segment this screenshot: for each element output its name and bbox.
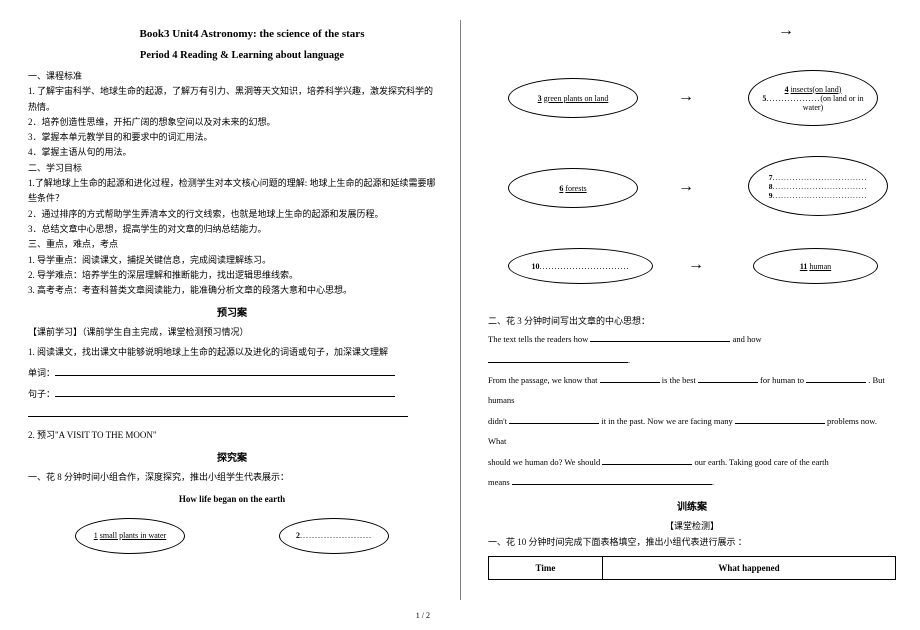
word-label-text: 单词： (28, 368, 55, 378)
diagram-bottom-row: 1 small plants in water 2...............… (28, 518, 436, 554)
fill-text: From the passage, we know that (488, 375, 598, 385)
fill-text: is the best (662, 375, 696, 385)
text-line: 1. 导学重点：阅读课文，捕捉关键信息，完成阅读理解练习。 (28, 253, 436, 268)
sentence-label: 句子： (28, 387, 436, 402)
blank-field[interactable] (590, 332, 730, 342)
node-6: 6 forests (508, 168, 638, 208)
blank-row (28, 407, 436, 422)
node-dots: .................. (766, 94, 820, 103)
fill-text: for human to (760, 375, 804, 385)
node-1: 1 small plants in water (75, 518, 185, 554)
left-page: Book3 Unit4 Astronomy: the science of th… (0, 0, 460, 630)
sentence-label-text: 句子： (28, 389, 55, 399)
heading-2: 二、学习目标 (28, 161, 436, 176)
node-2: 2........................ (279, 518, 389, 554)
node-dots: ................................. (772, 191, 867, 200)
blank-field[interactable] (735, 414, 825, 424)
node-7-8-9: 7................................. 8....… (748, 156, 888, 216)
heading-3: 三、重点，难点，考点 (28, 237, 436, 252)
node-label: insects(on land) (791, 85, 842, 94)
diagram-title: How life began on the earth (28, 494, 436, 504)
main-title: Book3 Unit4 Astronomy: the science of th… (68, 28, 436, 40)
node-label: small plants in water (100, 531, 166, 540)
table-row: Time What happened (489, 557, 896, 580)
arrow-icon: → (678, 88, 694, 106)
node-4-5: 4 insects(on land) 5..................(o… (748, 70, 878, 126)
preview-item: 2. 预习"A VISIT TO THE MOON" (28, 428, 436, 443)
training-item: 一、花 10 分钟时间完成下面表格填空，推出小组代表进行展示 ： (488, 535, 896, 550)
blank-field[interactable] (698, 373, 758, 383)
blank-field[interactable] (488, 353, 628, 363)
node-dots: .............................. (540, 262, 630, 271)
text-line: 2．培养创造性思维，开拓广阔的想象空间以及对未来的幻想。 (28, 115, 436, 130)
blank-field[interactable] (600, 373, 660, 383)
node-dots: ........................ (300, 531, 372, 540)
fill-paragraph: The text tells the readers how and how .… (488, 329, 896, 492)
blank-field[interactable] (806, 373, 866, 383)
node-dots: ................................. (772, 173, 867, 182)
right-page: → 3 green plants on land → 4 insects(on … (460, 0, 920, 630)
blank-field[interactable] (512, 475, 712, 485)
node-label: human (809, 262, 831, 271)
node-num: 10 (532, 262, 540, 271)
text-line: 2．通过排序的方式帮助学生弄清本文的行文线索，也就是地球上生命的起源和发展历程。 (28, 207, 436, 222)
diagram-area: → 3 green plants on land → 4 insects(on … (488, 28, 896, 308)
explore-title: 探究案 (28, 449, 436, 464)
fill-text: and how (733, 334, 762, 344)
page-number: 1 / 2 (416, 611, 430, 620)
word-label: 单词： (28, 366, 436, 381)
training-table: Time What happened (488, 556, 896, 580)
preview-note: 【课前学习】（课前学生自主完成，课堂检测预习情况） (28, 325, 436, 340)
text-line: 3．总结文章中心思想，提高学生的对文章的归纳总结能力。 (28, 222, 436, 237)
node-num: 1 (94, 531, 98, 540)
fill-text: The text tells the readers how (488, 334, 588, 344)
section-2: 二、花 3 分钟时间写出文章的中心思想： (488, 314, 896, 329)
arrow-icon: → (688, 256, 704, 274)
node-label: green plants on land (544, 94, 609, 103)
preview-title: 预习案 (28, 304, 436, 319)
heading-1: 一、课程标准 (28, 69, 436, 84)
node-num: 3 (538, 94, 542, 103)
preview-item: 1. 阅读课文，找出课文中能够说明地球上生命的起源以及进化的词语或句子，加深课文… (28, 345, 436, 360)
training-note: 【课堂检测】 (488, 519, 896, 534)
text-line: 4．掌握主语从句的用法。 (28, 145, 436, 160)
arrow-icon: → (778, 22, 794, 40)
node-num: 4 (785, 85, 789, 94)
table-header: Time (489, 557, 603, 580)
node-10: 10.............................. (508, 248, 653, 284)
blank-field[interactable] (55, 366, 395, 376)
blank-field[interactable] (509, 414, 599, 424)
fill-text: didn't (488, 416, 507, 426)
node-dots: ................................. (772, 182, 867, 191)
text-line: 3. 高考考点：考查科普类文章阅读能力，能准确分析文章的段落大意和中心思想。 (28, 283, 436, 298)
explore-item: 一、花 8 分钟时间小组合作，深度探究，推出小组学生代表展示： (28, 470, 436, 485)
fill-text: should we human do? We should (488, 457, 600, 467)
text-line: 3．掌握本单元教学目的和要求中的词汇用法。 (28, 130, 436, 145)
text-line: 2. 导学难点：培养学生的深层理解和推断能力，找出逻辑思维线索。 (28, 268, 436, 283)
blank-field[interactable] (28, 407, 408, 417)
node-num: 6 (559, 184, 563, 193)
fill-text: our earth. Taking good care of the earth (695, 457, 829, 467)
blank-field[interactable] (55, 387, 395, 397)
sub-title: Period 4 Reading & Learning about langua… (48, 50, 436, 61)
node-label: forests (565, 184, 586, 193)
text-line: 1.了解地球上生命的起源和进化过程，检测学生对本文核心问题的理解: 地球上生命的… (28, 176, 436, 207)
training-title: 训练案 (488, 498, 896, 513)
table-header: What happened (602, 557, 895, 580)
node-num: 11 (800, 262, 808, 271)
blank-field[interactable] (602, 455, 692, 465)
text-line: 1. 了解宇宙科学、地球生命的起源，了解万有引力、黑洞等天文知识，培养科学兴趣，… (28, 84, 436, 115)
arrow-icon: → (678, 178, 694, 196)
fill-text: it in the past. Now we are facing many (601, 416, 732, 426)
node-11: 11 human (753, 248, 878, 284)
node-3: 3 green plants on land (508, 78, 638, 118)
fill-text: means (488, 477, 510, 487)
